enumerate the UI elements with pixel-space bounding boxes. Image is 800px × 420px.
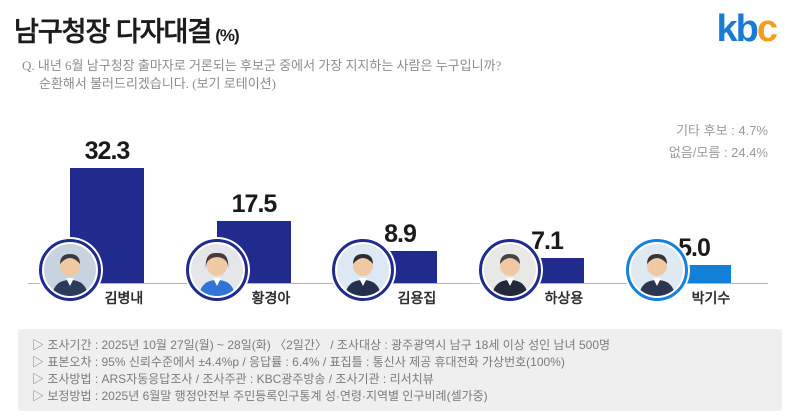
candidate-photo <box>186 239 248 301</box>
page-title-unit: (%) <box>215 26 239 45</box>
candidate-photo <box>626 239 688 301</box>
methodology-line: ▷ 표본오차 : 95% 신뢰수준에서 ±4.4%p / 응답률 : 6.4% … <box>32 354 565 369</box>
kbc-logo-k: k <box>716 8 738 50</box>
person-avatar-icon <box>44 244 96 296</box>
candidate-photo <box>39 239 101 301</box>
candidate-name: 하상용 <box>544 290 584 306</box>
methodology-line: ▷ 조사방법 : ARS자동응답조사 / 조사주관 : KBC광주방송 / 조사… <box>32 371 434 386</box>
value-label: 32.3 <box>84 137 131 165</box>
value-label: 8.9 <box>384 220 417 249</box>
candidate-photo <box>332 239 394 301</box>
methodology-line: ▷ 보정방법 : 2025년 6월말 행정안전부 주민등록인구통계 성·연령·지… <box>32 388 488 403</box>
candidate-name: 김병내 <box>104 290 144 306</box>
person-avatar-icon <box>484 244 536 296</box>
methodology-line: ▷ 조사기간 : 2025년 10월 27일(월) ~ 28일(화) 〈2일간〉… <box>32 337 611 352</box>
candidate-photo-image <box>44 244 96 296</box>
candidate-photo-image <box>631 244 683 296</box>
candidate-photo-image <box>337 244 389 296</box>
candidate-name: 김용집 <box>397 290 437 306</box>
survey-question-line1: Q. 내년 6월 남구청장 출마자로 거론되는 후보군 중에서 가장 지지하는 … <box>22 58 502 73</box>
survey-question-line2: 순환해서 불러드리겠습니다. (보기 로테이션) <box>39 76 276 91</box>
person-avatar-icon <box>631 244 683 296</box>
person-avatar-icon <box>337 244 389 296</box>
kbc-logo-c: c <box>756 8 778 50</box>
person-avatar-icon <box>191 244 243 296</box>
candidate-photo <box>479 239 541 301</box>
value-label: 17.5 <box>231 189 278 218</box>
candidate-photo-image <box>484 244 536 296</box>
kbc-logo-b: b <box>735 8 759 50</box>
kbc-logo: kbc <box>716 8 779 51</box>
other-responses-note: 기타 후보 : 4.7% 없음/모름 : 24.4% <box>669 120 768 164</box>
baseline-axis <box>28 283 768 284</box>
methodology-box: ▷ 조사기간 : 2025년 10월 27일(월) ~ 28일(화) 〈2일간〉… <box>18 329 782 411</box>
survey-question: Q. 내년 6월 남구청장 출마자로 거론되는 후보군 중에서 가장 지지하는 … <box>22 57 622 93</box>
candidate-name: 박기수 <box>691 290 731 306</box>
other-candidates-value: 기타 후보 : 4.7% <box>676 123 768 138</box>
value-label: 7.1 <box>531 226 564 255</box>
page-title: 남구청장 다자대결 (%) <box>14 10 240 49</box>
candidate-name: 황경아 <box>251 290 291 306</box>
candidate-photo-image <box>191 244 243 296</box>
none-dontknow-value: 없음/모름 : 24.4% <box>668 145 768 160</box>
page-title-text: 남구청장 다자대결 <box>14 17 212 47</box>
